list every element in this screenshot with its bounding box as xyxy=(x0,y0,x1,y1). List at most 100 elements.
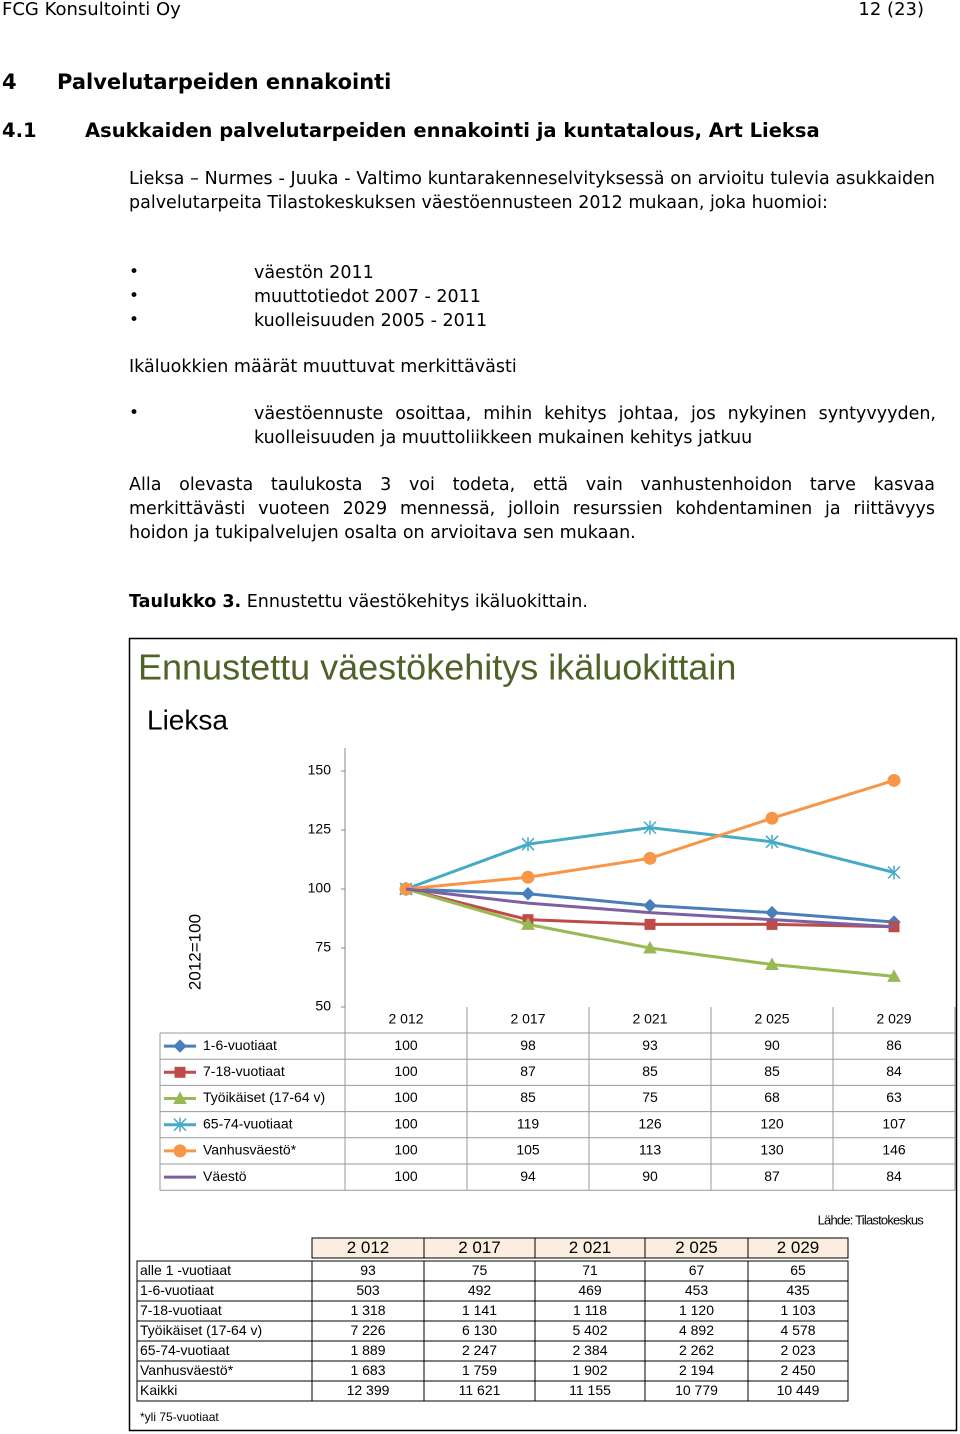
caption-text: Ennustettu väestökehitys ikäluokittain. xyxy=(246,592,588,612)
column-header: 2 017 xyxy=(458,1238,501,1257)
cell-text: 12 399 xyxy=(347,1382,390,1398)
x-tick-label: 2 025 xyxy=(754,1011,789,1027)
series-line xyxy=(405,887,895,929)
cell-text: 4 578 xyxy=(780,1322,815,1338)
bullet: • xyxy=(129,310,140,330)
cell-text: 6 130 xyxy=(462,1322,497,1338)
marker xyxy=(887,969,901,982)
data-label: 87 xyxy=(764,1168,780,1184)
cell-text: 1 683 xyxy=(350,1362,385,1378)
x-tick-label: 2 029 xyxy=(876,1011,911,1027)
marker xyxy=(521,870,535,884)
data-label: 100 xyxy=(394,1168,418,1184)
subheading-title: Asukkaiden palvelutarpeiden ennakointi j… xyxy=(85,119,820,142)
data-label: 68 xyxy=(764,1089,780,1105)
chart-frame xyxy=(128,637,958,1432)
data-label: 100 xyxy=(394,1037,418,1053)
bullet: • xyxy=(129,403,140,423)
data-label: 98 xyxy=(520,1037,536,1053)
data-label: 107 xyxy=(882,1115,906,1131)
cell-text: 11 155 xyxy=(569,1382,611,1398)
column-header: 2 025 xyxy=(675,1238,718,1257)
data-label: 86 xyxy=(886,1037,902,1053)
cell-text: 1 118 xyxy=(573,1302,607,1318)
header-cell xyxy=(747,1237,849,1259)
cell-text: 2 247 xyxy=(462,1342,497,1358)
cell-text: 1 141 xyxy=(462,1302,497,1318)
data-label: 90 xyxy=(764,1037,780,1053)
marker xyxy=(887,865,901,880)
data-label: 84 xyxy=(886,1063,902,1079)
cell-text: 1 318 xyxy=(350,1302,385,1318)
heading-title: Palvelutarpeiden ennakointi xyxy=(57,70,392,94)
data-label: 85 xyxy=(764,1063,780,1079)
marker xyxy=(643,820,657,835)
data-label: 63 xyxy=(886,1089,902,1105)
legend-label: 7-18-vuotiaat xyxy=(203,1063,285,1079)
data-label: 105 xyxy=(516,1142,540,1158)
heading-number: 4 xyxy=(2,70,17,94)
marker xyxy=(765,834,779,849)
column-header: 2 029 xyxy=(777,1238,820,1257)
marker xyxy=(173,1117,187,1132)
cell-text: 453 xyxy=(685,1282,709,1298)
column-header: 2 021 xyxy=(569,1238,612,1257)
cell-text: 7 226 xyxy=(350,1322,385,1338)
y-tick-label: 125 xyxy=(308,821,332,837)
data-label: 85 xyxy=(642,1063,658,1079)
marker xyxy=(644,918,656,930)
data-label: 119 xyxy=(517,1115,540,1131)
x-tick-label: 2 021 xyxy=(632,1011,667,1027)
y-tick-label: 100 xyxy=(308,880,332,896)
cell-text: 11 621 xyxy=(459,1382,501,1398)
legend-label: 1-6-vuotiaat xyxy=(203,1037,277,1053)
cell-text: 2 450 xyxy=(780,1362,815,1378)
cell-text: Kaikki xyxy=(140,1382,177,1398)
data-label: 75 xyxy=(642,1089,658,1105)
source: Lähde: Tilastokeskus xyxy=(818,1212,925,1227)
marker xyxy=(521,837,535,852)
legend-label: Vanhusväestö* xyxy=(203,1142,297,1158)
series-line xyxy=(405,779,895,891)
data-label: 100 xyxy=(394,1089,418,1105)
cell-text: 65 xyxy=(790,1262,806,1278)
marker xyxy=(173,1039,187,1053)
marker xyxy=(765,905,779,920)
marker xyxy=(174,1066,186,1078)
cell-text: 2 023 xyxy=(780,1342,815,1358)
cell-text: 1 103 xyxy=(780,1302,815,1318)
list-item: väestön 2011 xyxy=(254,263,374,283)
data-label: 90 xyxy=(642,1168,658,1184)
cell-text: 1 889 xyxy=(350,1342,385,1358)
legend-label: Työikäiset (17-64 v) xyxy=(203,1089,325,1105)
list-item: väestöennuste osoittaa, mihin kehitys jo… xyxy=(254,404,936,448)
data-label: 146 xyxy=(882,1142,906,1158)
caption-label: Taulukko 3. xyxy=(129,592,242,612)
marker xyxy=(521,887,535,901)
list-item: kuolleisuuden 2005 - 2011 xyxy=(254,311,488,331)
paragraph: Alla olevasta taulukosta 3 voi todeta, e… xyxy=(129,475,935,543)
cell-text: Työikäiset (17-64 v) xyxy=(140,1322,262,1338)
cell-text: 1-6-vuotiaat xyxy=(140,1282,214,1298)
header-right: 12 (23) xyxy=(858,0,924,20)
data-label: 85 xyxy=(520,1089,536,1105)
marker xyxy=(887,773,901,787)
cell-text: 2 384 xyxy=(572,1342,607,1358)
chart-title: Ennustettu väestökehitys ikäluokittain xyxy=(138,647,736,688)
paragraph: Lieksa – Nurmes - Juuka - Valtimo kuntar… xyxy=(129,169,935,213)
cell-text: 75 xyxy=(472,1262,488,1278)
paragraph: Ikäluokkien määrät muuttuvat merkittäväs… xyxy=(129,357,517,377)
marker xyxy=(643,898,657,913)
cell-text: 71 xyxy=(582,1262,598,1278)
legend-label: Väestö xyxy=(203,1168,247,1184)
marker xyxy=(173,1144,187,1158)
data-label: 94 xyxy=(520,1168,536,1184)
marker xyxy=(765,811,779,825)
data-label: 93 xyxy=(642,1037,658,1053)
cell-text: 1 759 xyxy=(462,1362,497,1378)
y-tick-label: 75 xyxy=(315,939,331,955)
marker xyxy=(765,957,779,971)
legend-label: 65-74-vuotiaat xyxy=(203,1115,293,1131)
